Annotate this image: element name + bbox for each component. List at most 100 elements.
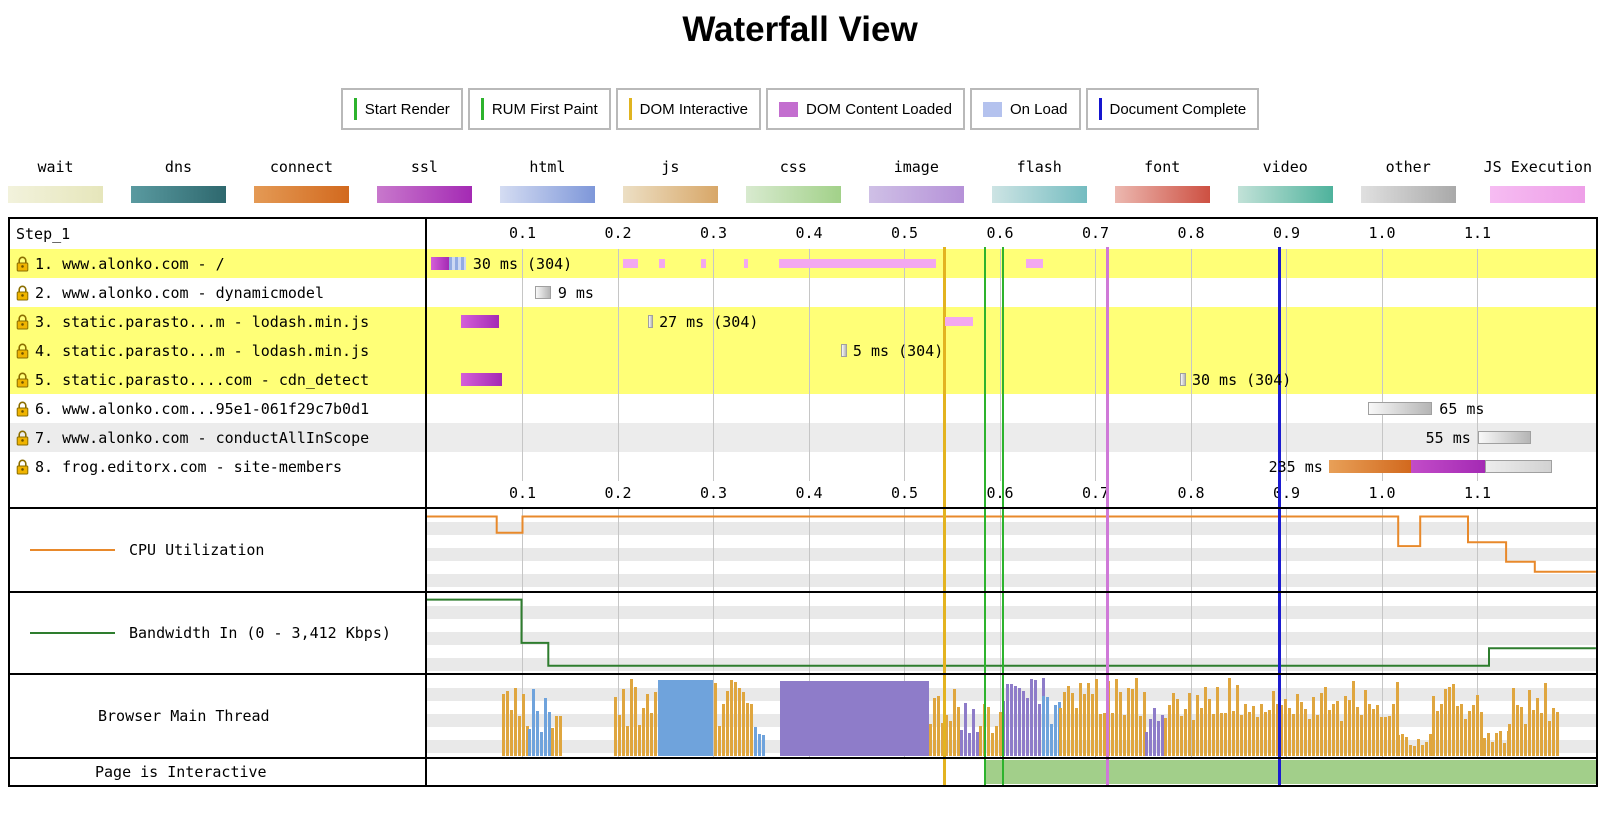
dom-interactive-sample [628,98,632,120]
gridline [1286,593,1287,673]
main-thread-bar [1360,714,1364,756]
main-thread-bar [1296,694,1300,756]
main-thread-bar [1164,717,1168,756]
main-thread-bar [1459,704,1463,756]
interactive-label-cell: Page is Interactive [10,759,427,785]
main-thread-bar [963,702,967,756]
js-execution-bar [1025,259,1043,268]
main-thread-bar [1401,734,1405,756]
request-chart: 27 ms (304) [427,307,1596,336]
request-label-1[interactable]: 1. www.alonko.com - / [10,249,427,278]
legend-label: Document Complete [1109,100,1247,118]
main-thread-bar [1256,716,1260,756]
request-label-3[interactable]: 3. static.parasto...m - lodash.min.js [10,307,427,336]
request-label-text: 5. static.parasto....com - cdn_detect [35,370,370,389]
resource-type-css: css [745,158,841,203]
main-thread-bar [1248,711,1252,756]
main-thread-block [780,681,930,756]
bandwidth-label: Bandwidth In (0 - 3,412 Kbps) [129,624,391,642]
request-row: 6. www.alonko.com...95e1-061f29c7b0d1 65 … [10,394,1596,423]
request-bar-ssl [430,257,449,270]
request-timing-label: 30 ms (304) [1191,370,1292,389]
main-thread-bar [1083,693,1087,756]
cpu-chart [427,509,1596,591]
main-thread-bar [941,722,945,756]
marker-rum-first-paint [1001,675,1004,757]
request-label-text: 8. frog.editorx.com - site-members [35,457,343,476]
main-thread-bar [1260,703,1264,756]
request-row: 2. www.alonko.com - dynamicmodel 9 ms [10,278,1596,307]
main-thread-bar [1067,686,1071,756]
main-thread-bar [513,687,517,756]
main-thread-bar [1059,708,1063,756]
main-thread-bar [1115,679,1119,756]
main-thread-bar [725,690,729,756]
request-label-4[interactable]: 4. static.parasto...m - lodash.min.js [10,336,427,365]
gridline [1190,593,1192,673]
main-thread-bar [1204,687,1208,756]
request-row: 7. www.alonko.com - conductAllInScope 55 … [10,423,1596,452]
resource-type-js-execution: JS Execution [1484,158,1592,203]
gridline [1190,509,1192,591]
request-timing-label: 235 ms [1268,457,1323,476]
main-thread-bar [1180,716,1184,756]
main-thread-bar [713,682,717,756]
resource-type-label: ssl [410,158,438,176]
main-thread-bar [1119,692,1123,756]
time-tick: 0.3 [699,484,728,502]
request-label-5[interactable]: 5. static.parasto....com - cdn_detect [10,365,427,394]
js-execution-bar [744,259,748,268]
main-thread-bar [1392,703,1396,756]
request-bar-other [647,315,654,328]
request-label-8[interactable]: 8. frog.editorx.com - site-members [10,452,427,481]
time-tick: 0.8 [1177,484,1205,502]
main-thread-bar [761,735,765,756]
main-thread-bar [1536,698,1540,756]
waterfall-rows: 1. www.alonko.com - / 30 ms (304) 2. www.a… [10,249,1596,481]
main-thread-bar [1455,705,1459,756]
time-tick: 1.0 [1368,484,1396,502]
gridline [617,509,619,591]
resource-type-label: other [1385,158,1431,176]
resource-type-bar [1237,186,1333,203]
request-chart: 55 ms [427,423,1596,452]
js-execution-bar [622,259,639,268]
marker-start-render [983,509,986,591]
main-thread-bar [1087,683,1091,756]
main-thread-bar [1224,713,1228,756]
top-time-axis: 0.1 0.2 0.3 0.4 0.5 0.6 0.7 0.8 0.9 1.0 1.1 [427,219,1596,249]
marker-rum-first-paint [1001,759,1004,785]
main-thread-bar [548,712,552,756]
main-thread-bar [1396,682,1400,756]
request-label-2[interactable]: 2. www.alonko.com - dynamicmodel [10,278,427,307]
resource-type-legend: wait dns connect ssl html js css image flash font… [8,158,1592,203]
request-bar-connect [1329,460,1411,473]
main-thread-bar [630,678,634,756]
main-thread-bar [1364,689,1368,756]
resource-type-js: js [622,158,718,203]
main-thread-bar [745,703,749,756]
main-thread-bar [1471,705,1475,756]
marker-rum-first-paint [1001,593,1004,673]
main-thread-bar [1200,707,1204,756]
main-thread-bar [1512,688,1516,756]
main-thread-bar [1425,742,1429,756]
resource-type-label: connect [269,158,334,176]
gridline [808,509,810,591]
main-thread-bar [999,711,1002,756]
main-thread-bar [1244,704,1248,756]
time-tick: 0.9 [1272,224,1301,242]
request-label-6[interactable]: 6. www.alonko.com...95e1-061f29c7b0d1 [10,394,427,423]
main-thread-bar [1487,732,1491,756]
main-thread-bar [1288,708,1292,756]
main-thread-bar [1042,696,1045,756]
main-thread-bar [987,707,990,756]
request-label-7[interactable]: 7. www.alonko.com - conductAllInScope [10,423,427,452]
main-thread-bar [1292,714,1296,756]
main-thread-bar [1232,710,1236,756]
bandwidth-label-cell: Bandwidth In (0 - 3,412 Kbps) [10,593,427,673]
main-thread-bar [505,691,509,756]
time-tick: 0.5 [890,484,919,502]
gridline [713,593,714,673]
main-thread-bar [1524,723,1528,756]
